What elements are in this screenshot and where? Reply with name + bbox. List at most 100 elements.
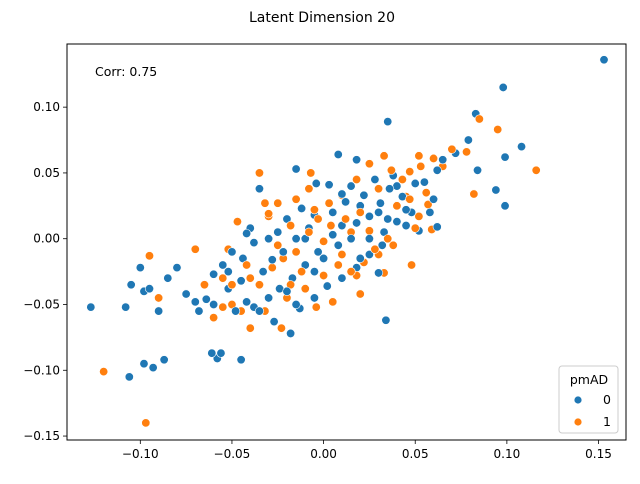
scatter-point-pmad-0: [267, 255, 277, 265]
scatter-point-pmad-0: [264, 293, 274, 303]
scatter-point-pmad-0: [392, 217, 402, 227]
scatter-point-pmad-1: [319, 271, 329, 281]
legend-marker-0: [573, 395, 583, 405]
scatter-point-pmad-0: [401, 205, 411, 215]
scatter-point-pmad-1: [337, 249, 347, 259]
x-tick-label: −0.10: [122, 447, 159, 461]
scatter-point-pmad-1: [304, 184, 314, 194]
scatter-point-pmad-1: [144, 251, 154, 261]
scatter-point-pmad-0: [410, 178, 420, 188]
scatter-point-pmad-0: [491, 185, 501, 195]
scatter-point-pmad-0: [383, 214, 393, 224]
scatter-point-pmad-0: [236, 276, 246, 286]
scatter-point-pmad-0: [258, 267, 268, 277]
y-tick-label: 0.05: [33, 166, 60, 180]
scatter-point-pmad-0: [375, 198, 385, 208]
scatter-point-pmad-1: [414, 151, 424, 161]
x-tick-label: 0.15: [585, 447, 612, 461]
scatter-point-pmad-1: [276, 323, 286, 333]
y-tick-label: −0.10: [23, 363, 60, 377]
scatter-point-pmad-0: [364, 211, 374, 221]
scatter-point-pmad-1: [410, 223, 420, 233]
scatter-point-pmad-0: [86, 302, 96, 312]
scatter-point-pmad-0: [121, 302, 131, 312]
y-tick-label: −0.15: [23, 429, 60, 443]
scatter-point-pmad-0: [383, 117, 393, 127]
scatter-point-pmad-0: [337, 273, 347, 283]
scatter-point-pmad-1: [407, 260, 417, 270]
scatter-point-pmad-0: [341, 197, 351, 207]
scatter-point-pmad-0: [355, 253, 365, 263]
x-tick-label: 0.10: [494, 447, 521, 461]
scatter-point-pmad-1: [429, 153, 439, 163]
scatter-point-pmad-0: [254, 184, 264, 194]
scatter-point-pmad-0: [249, 238, 259, 248]
scatter-point-pmad-0: [291, 234, 301, 244]
scatter-point-pmad-0: [385, 184, 395, 194]
scatter-point-pmad-1: [355, 207, 365, 217]
scatter-point-pmad-0: [148, 363, 158, 373]
scatter-point-pmad-1: [531, 165, 541, 175]
legend-title: pmAD: [570, 372, 608, 387]
scatter-point-pmad-1: [286, 221, 296, 231]
scatter-point-pmad-0: [364, 234, 374, 244]
scatter-point-pmad-1: [352, 175, 362, 185]
scatter-point-pmad-1: [370, 244, 380, 254]
scatter-point-pmad-0: [209, 299, 219, 309]
scatter-point-pmad-1: [304, 227, 314, 237]
scatter-point-pmad-0: [599, 55, 609, 65]
scatter-point-pmad-0: [463, 135, 473, 145]
scatter-point-pmad-0: [328, 230, 338, 240]
scatter-point-pmad-1: [392, 201, 402, 211]
scatter-point-pmad-1: [493, 125, 503, 135]
scatter-point-pmad-1: [209, 313, 219, 323]
scatter-point-pmad-0: [309, 293, 319, 303]
scatter-point-pmad-0: [313, 247, 323, 257]
scatter-point-pmad-0: [346, 181, 356, 191]
scatter-point-pmad-1: [297, 267, 307, 277]
scatter-point-pmad-1: [306, 168, 316, 178]
scatter-point-pmad-0: [264, 234, 274, 244]
y-axis: −0.15 −0.10 −0.05 0.00 0.05 0.10: [23, 100, 67, 443]
scatter-point-pmad-1: [190, 244, 200, 254]
scatter-point-pmad-0: [291, 164, 301, 174]
scatter-point-pmad-1: [469, 189, 479, 199]
chart-title: Latent Dimension 20: [249, 10, 395, 26]
scatter-point-pmad-0: [254, 306, 264, 316]
x-tick-label: 0.00: [310, 447, 337, 461]
scatter-point-pmad-1: [474, 114, 484, 124]
x-tick-label: 0.05: [402, 447, 429, 461]
scatter-point-pmad-0: [377, 240, 387, 250]
scatter-point-pmad-0: [333, 150, 343, 160]
scatter-point-pmad-1: [273, 198, 283, 208]
correlation-annotation: Corr: 0.75: [95, 64, 157, 79]
scatter-point-pmad-0: [236, 355, 246, 365]
scatter-point-pmad-0: [328, 207, 338, 217]
scatter-point-pmad-0: [172, 263, 182, 273]
scatter-point-pmad-0: [144, 284, 154, 294]
scatter-point-pmad-0: [139, 359, 149, 369]
scatter-point-pmad-0: [181, 289, 191, 299]
scatter-point-pmad-1: [260, 198, 270, 208]
scatter-point-pmad-1: [355, 289, 365, 299]
scatter-point-pmad-0: [209, 269, 219, 279]
scatter-point-pmad-1: [414, 211, 424, 221]
scatter-point-pmad-0: [438, 155, 448, 165]
scatter-point-pmad-1: [379, 151, 389, 161]
scatter-point-pmad-0: [190, 297, 200, 307]
scatter-point-pmad-1: [421, 188, 431, 198]
scatter-point-pmad-0: [286, 328, 296, 338]
scatter-point-pmad-1: [364, 159, 374, 169]
scatter-point-pmad-0: [297, 203, 307, 213]
scatter-point-pmad-0: [333, 240, 343, 250]
scatter-point-pmad-0: [364, 249, 374, 259]
scatter-point-pmad-0: [432, 165, 442, 175]
scatter-point-pmad-0: [352, 218, 362, 228]
scatter-point-pmad-1: [267, 263, 277, 273]
scatter-point-pmad-0: [231, 306, 241, 316]
scatter-point-pmad-0: [135, 263, 145, 273]
scatter-point-pmad-0: [201, 294, 211, 304]
scatter-point-pmad-0: [473, 165, 483, 175]
scatter-point-pmad-1: [383, 234, 393, 244]
